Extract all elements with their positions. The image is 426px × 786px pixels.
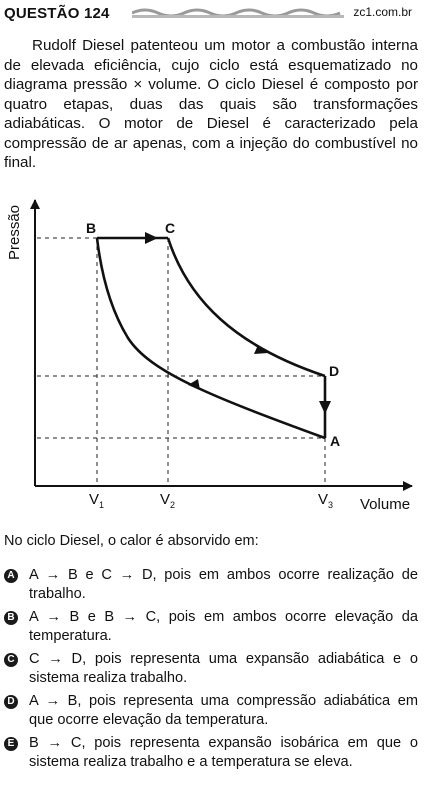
- site-watermark: zc1.com.br: [353, 5, 412, 19]
- option-text: C → D, pois representa uma expansão adia…: [29, 651, 418, 686]
- option-letter-badge: C: [4, 653, 18, 667]
- option-d[interactable]: D A → B, pois representa uma compressão …: [4, 692, 418, 730]
- curve-a-b: [95, 237, 326, 440]
- point-label-c: C: [165, 220, 175, 236]
- option-text: A → B e C → D, pois em ambos ocorre real…: [29, 567, 418, 602]
- arrow-a-b: [188, 379, 200, 390]
- option-e[interactable]: E B → C, pois representa expansão isobár…: [4, 734, 418, 772]
- option-b[interactable]: B A → B e B → C, pois em ambos ocorre el…: [4, 608, 418, 646]
- curve-c-d: [166, 237, 326, 378]
- dashed-guides: [37, 237, 326, 485]
- tick-label-v2: V2: [160, 491, 175, 510]
- option-c[interactable]: C C → D, pois representa uma expansão ad…: [4, 650, 418, 688]
- x-axis-label: Volume: [360, 496, 410, 513]
- arrow-d-a: [319, 401, 331, 414]
- question-number: QUESTÃO 124: [4, 5, 110, 22]
- diesel-cycle: [95, 236, 327, 440]
- arrow-c-d: [254, 345, 268, 354]
- answer-options: A A → B e C → D, pois em ambos ocorre re…: [4, 566, 418, 776]
- tick-label-v1: V1: [89, 491, 104, 510]
- option-text: A → B e B → C, pois em ambos ocorre elev…: [29, 609, 418, 644]
- option-letter-badge: A: [4, 569, 18, 583]
- option-letter-badge: E: [4, 737, 18, 751]
- question-header: QUESTÃO 124 zc1.com.br: [4, 2, 422, 24]
- y-axis-label: Pressão: [6, 205, 23, 260]
- option-letter-badge: B: [4, 611, 18, 625]
- option-a[interactable]: A A → B e C → D, pois em ambos ocorre re…: [4, 566, 418, 604]
- option-letter-badge: D: [4, 695, 18, 709]
- question-intro: Rudolf Diesel patenteou um motor a combu…: [4, 37, 418, 171]
- pv-diagram: B C D A Pressão Volume V1 V2 V3: [6, 199, 413, 513]
- question-prompt: No ciclo Diesel, o calor é absorvido em:: [4, 533, 259, 549]
- tick-label-v3: V3: [318, 491, 333, 510]
- point-label-a: A: [330, 433, 340, 449]
- arrow-b-c: [145, 232, 158, 244]
- point-label-b: B: [86, 220, 96, 236]
- option-text: A → B, pois representa uma compressão ad…: [29, 693, 418, 728]
- cycle-arrows: [145, 232, 331, 414]
- header-wave-decoration: [132, 8, 344, 18]
- point-label-d: D: [329, 363, 339, 379]
- option-text: B → C, pois representa expansão isobáric…: [29, 735, 418, 770]
